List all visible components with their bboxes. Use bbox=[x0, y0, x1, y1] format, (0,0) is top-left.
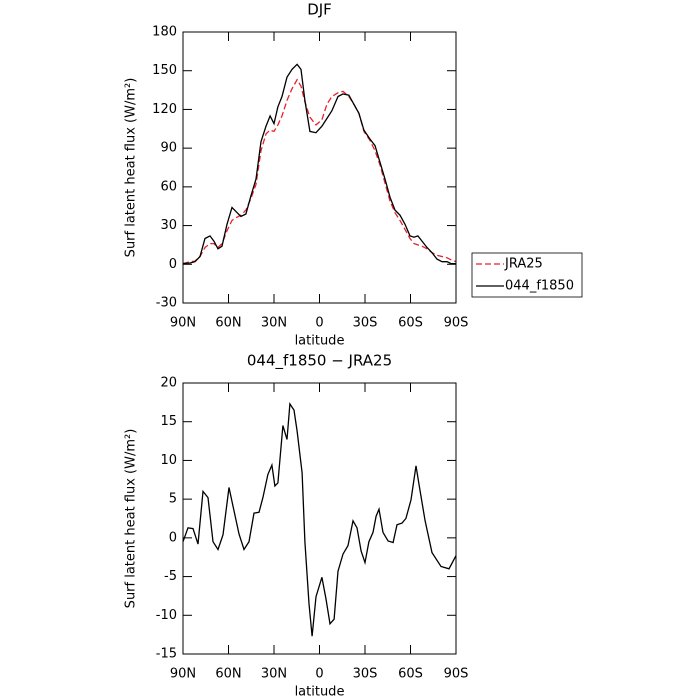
x-tick-label: 30N bbox=[261, 316, 287, 331]
y-tick-label: 90 bbox=[160, 141, 177, 156]
chart-title: DJF bbox=[307, 1, 332, 19]
y-tick-label: 10 bbox=[160, 453, 177, 468]
x-tick-label: 30S bbox=[353, 667, 378, 682]
y-tick-label: 120 bbox=[152, 102, 177, 117]
series-line bbox=[182, 63, 456, 265]
x-tick-label: 90S bbox=[444, 667, 469, 682]
x-tick-label: 30N bbox=[261, 667, 287, 682]
x-axis-label: latitude bbox=[295, 685, 345, 700]
plot-frame bbox=[182, 382, 457, 655]
plot-frame bbox=[182, 31, 457, 304]
y-tick-label: 150 bbox=[152, 63, 177, 78]
x-tick-label: 60S bbox=[398, 667, 423, 682]
y-tick-label: -10 bbox=[156, 608, 177, 623]
y-tick-label: -15 bbox=[156, 647, 177, 662]
y-tick-label: 5 bbox=[169, 492, 177, 507]
x-tick-label: 60N bbox=[215, 667, 241, 682]
x-tick-label: 90N bbox=[170, 316, 196, 331]
y-tick-label: 0 bbox=[169, 530, 177, 545]
x-tick-label: 90N bbox=[170, 667, 196, 682]
x-tick-label: 0 bbox=[315, 316, 323, 331]
y-tick-label: 60 bbox=[160, 179, 177, 194]
x-axis-label: latitude bbox=[295, 334, 345, 349]
y-tick-label: 30 bbox=[160, 218, 177, 233]
chart-title: 044_f1850 − JRA25 bbox=[247, 352, 392, 371]
x-tick-label: 90S bbox=[444, 316, 469, 331]
legend-label: 044_f1850 bbox=[505, 279, 574, 294]
series-line bbox=[182, 78, 457, 265]
y-tick-label: 15 bbox=[160, 414, 177, 429]
y-tick-label: 0 bbox=[169, 257, 177, 272]
legend-label: JRA25 bbox=[504, 257, 543, 272]
y-tick-label: -5 bbox=[164, 569, 177, 584]
legend-box bbox=[471, 252, 583, 298]
y-tick-label: -30 bbox=[156, 296, 177, 311]
x-tick-label: 30S bbox=[353, 316, 378, 331]
y-axis-label: Surf latent heat flux (W/m²) bbox=[124, 429, 139, 609]
y-axis-label: Surf latent heat flux (W/m²) bbox=[124, 78, 139, 258]
x-tick-label: 60N bbox=[215, 316, 241, 331]
x-tick-label: 60S bbox=[398, 316, 423, 331]
x-tick-label: 0 bbox=[315, 667, 323, 682]
y-tick-label: 20 bbox=[160, 376, 177, 391]
y-tick-label: 180 bbox=[152, 25, 177, 40]
series-line bbox=[182, 401, 457, 637]
